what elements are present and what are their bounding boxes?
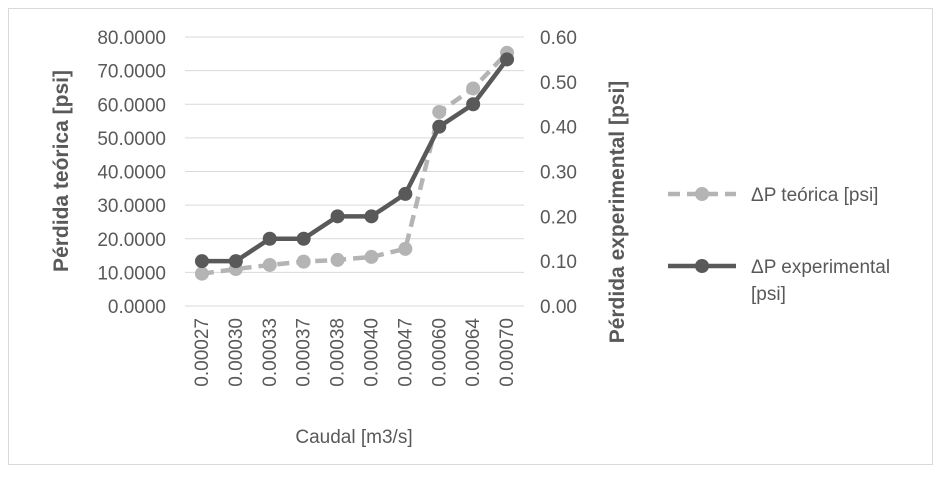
series-point (296, 254, 311, 269)
series-layer (194, 45, 515, 281)
x-axis-ticks: 0.00027 0.00030 0.00033 0.00037 0.00038 0.000… (192, 318, 518, 387)
legend-label-experimental-line2: [psi] (751, 284, 786, 305)
x-tick-label: 0.00033 (260, 318, 281, 387)
y-axis-title-right: Pérdida experimental [psi] (606, 81, 629, 344)
left-tick-label: 10.0000 (97, 263, 166, 284)
y-axis-title-left: Pérdida teórica [psi] (50, 70, 73, 272)
x-tick-label: 0.00047 (395, 318, 416, 387)
x-tick-label: 0.00038 (328, 318, 349, 387)
right-tick-label: 0.40 (540, 118, 577, 139)
x-tick-label: 0.00064 (463, 318, 484, 387)
series-point (500, 52, 515, 67)
series-point (398, 186, 413, 201)
right-tick-label: 0.00 (540, 297, 577, 318)
series-point (432, 119, 447, 134)
x-tick-label: 0.00060 (429, 318, 450, 387)
series-point (330, 209, 345, 224)
series-point (296, 231, 311, 246)
right-tick-label: 0.20 (540, 207, 577, 228)
series-point (262, 257, 277, 272)
legend-label-experimental: ΔP experimental [psi] (751, 257, 895, 305)
x-tick-label: 0.00030 (226, 318, 247, 387)
left-tick-label: 50.0000 (97, 129, 166, 150)
right-tick-label: 0.10 (540, 252, 577, 273)
left-tick-label: 60.0000 (97, 95, 166, 116)
x-tick-label: 0.00070 (497, 318, 518, 387)
left-tick-label: 20.0000 (97, 230, 166, 251)
x-tick-label: 0.00040 (361, 318, 382, 387)
series-point (262, 231, 277, 246)
series-point (364, 209, 379, 224)
left-axis-ticks: 0.0000 10.0000 20.0000 30.0000 40.0000 50.000… (97, 28, 166, 318)
series-point (466, 97, 481, 112)
left-tick-label: 70.0000 (97, 62, 166, 83)
series-point (330, 252, 345, 267)
left-tick-label: 80.0000 (97, 28, 166, 49)
series-line (201, 51, 509, 276)
right-axis-ticks: 0.00 0.10 0.20 0.30 0.40 0.50 0.60 (540, 28, 577, 318)
right-tick-label: 0.50 (540, 73, 577, 94)
series-point (228, 254, 243, 269)
left-tick-label: 40.0000 (97, 163, 166, 184)
series-line (201, 58, 509, 264)
legend-label-experimental-line1: ΔP experimental (751, 257, 890, 278)
series-point (194, 266, 209, 281)
right-tick-label: 0.60 (540, 28, 577, 49)
legend: ΔP teórica [psi] ΔP experimental [psi] (668, 185, 895, 305)
legend-label-theoretical: ΔP teórica [psi] (751, 185, 878, 206)
x-axis-title: Caudal [m3/s] (295, 427, 412, 448)
x-tick-label: 0.00027 (192, 318, 213, 387)
series-point (194, 254, 209, 269)
right-tick-label: 0.30 (540, 163, 577, 184)
left-tick-label: 30.0000 (97, 196, 166, 217)
x-tick-label: 0.00037 (294, 318, 315, 387)
series-point (432, 104, 447, 119)
series-point (398, 241, 413, 256)
legend-marker-experimental (695, 259, 709, 273)
series-point (466, 81, 481, 96)
left-tick-label: 0.0000 (108, 297, 166, 318)
series-point (364, 249, 379, 264)
legend-marker-theoretical (695, 187, 709, 201)
